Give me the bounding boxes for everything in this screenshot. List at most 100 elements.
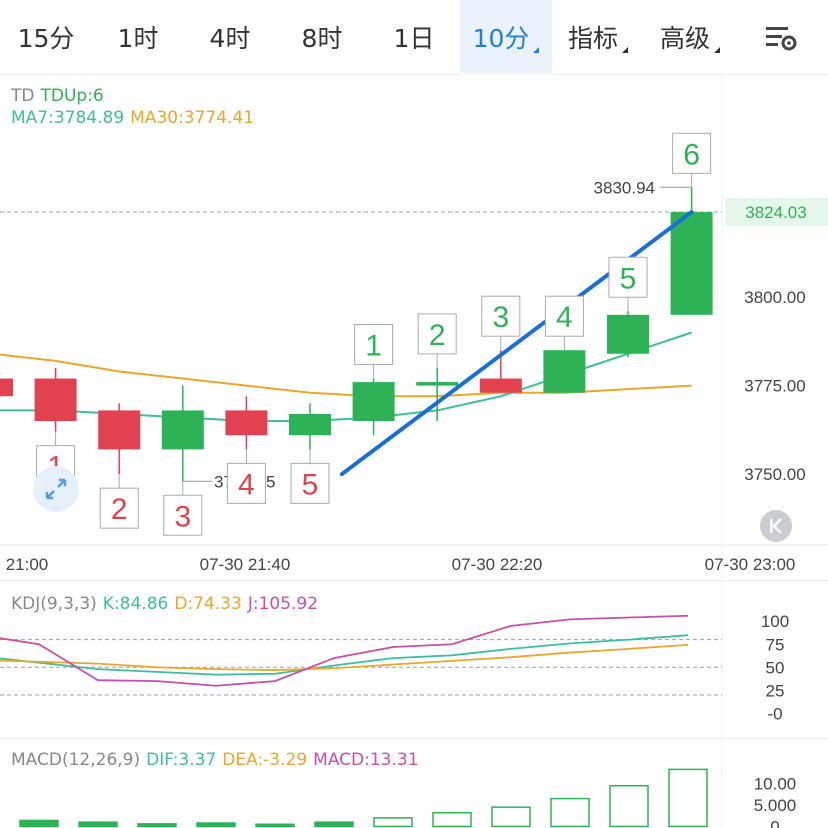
td-count-label: 3 — [492, 301, 509, 334]
tab-8hour[interactable]: 8时 — [301, 24, 343, 53]
macd-bar — [314, 821, 354, 828]
td-count-label: 6 — [683, 138, 700, 171]
y-tick-label: 3800.00 — [744, 288, 805, 307]
tab-15min[interactable]: 15分 — [17, 24, 75, 53]
td-count-label: 5 — [620, 262, 637, 295]
ma-legend: MA7:3784.89 MA30:3774.41 — [11, 108, 260, 128]
macd-bar — [255, 823, 295, 828]
macd-bar — [550, 797, 590, 828]
dropdown-triangle-icon — [622, 47, 628, 53]
y-tick-label: 3750.00 — [744, 465, 805, 484]
macd-bar — [432, 811, 472, 828]
macd-y-tick-label: 0 — [770, 817, 779, 828]
td-label-box — [99, 487, 139, 529]
candle-body — [607, 314, 649, 354]
macd-bar — [668, 768, 708, 828]
candle-body — [479, 378, 522, 393]
candle-body — [98, 410, 141, 450]
dropdown-triangle-icon — [714, 47, 720, 53]
td-label-box — [608, 256, 648, 298]
candle-body — [543, 350, 586, 393]
td-count-label: 4 — [238, 468, 255, 501]
tab-indicators[interactable]: 指标 — [552, 0, 644, 73]
kdj-legend: KDJ(9,3,3) K:84.86 D:74.33 J:105.92 — [11, 594, 324, 614]
td-label-box — [481, 295, 521, 337]
candle-body — [0, 378, 13, 397]
candle-body — [225, 410, 268, 436]
current-price-label: 3824.03 — [745, 203, 806, 222]
macd-name: MACD(12,26,9) — [11, 750, 141, 770]
macd-legend: MACD(12,26,9) DIF:3.37 DEA:-3.29 MACD:13.31 — [11, 750, 425, 770]
td-up-value: TDUp:6 — [40, 86, 104, 106]
td-count-label: 5 — [302, 468, 319, 501]
kdj-name: KDJ(9,3,3) — [11, 594, 97, 614]
kdj-y-tick-label: 50 — [766, 658, 785, 677]
interval-tab-bar: 15分 1时 4时 8时 1日 10分 指标 高级 — [0, 0, 828, 75]
td-label-box — [544, 295, 584, 337]
x-tick-label: 07-30 21:40 — [200, 555, 291, 574]
kdj-y-tick-label: 100 — [761, 612, 789, 631]
td-indicator-name: TD — [11, 86, 35, 106]
pane-divider — [0, 580, 828, 581]
macd-bar — [78, 821, 118, 828]
dropdown-triangle-icon — [533, 47, 540, 53]
kdj-y-tick-label: 25 — [766, 681, 785, 700]
macd-bar — [137, 823, 177, 828]
ma30-value: MA30:3774.41 — [130, 108, 255, 128]
td-label-box — [417, 313, 457, 355]
kdj-j-line — [0, 614, 689, 687]
td-label-box — [354, 324, 394, 366]
macd-hist-value: MACD:13.31 — [313, 750, 419, 770]
candle-body — [34, 378, 77, 422]
ma7-value: MA7:3784.89 — [11, 108, 125, 128]
tab-1hour[interactable]: 1时 — [117, 24, 159, 53]
kdj-j-value: J:105.92 — [247, 594, 319, 614]
td-count-label: 2 — [429, 319, 446, 352]
tab-4hour[interactable]: 4时 — [209, 24, 251, 53]
y-tick-label: 3775.00 — [744, 377, 805, 396]
x-tick-label: 07-30 23:00 — [705, 555, 796, 574]
kdj-d-line — [0, 643, 689, 671]
macd-dif-value: DIF:3.37 — [146, 750, 217, 770]
current-price-badge — [726, 197, 828, 226]
macd-dea-value: DEA:-3.29 — [222, 750, 308, 770]
pane-divider — [0, 738, 828, 739]
candle-body — [289, 413, 331, 436]
high-price-label: 3830.94 — [594, 178, 655, 197]
kdj-k-value: K:84.86 — [102, 594, 169, 614]
kdj-k-line — [0, 634, 689, 676]
ma30-line — [0, 353, 692, 398]
td-label-box — [226, 462, 266, 504]
td-count-label: 4 — [556, 301, 573, 334]
candle-body — [161, 410, 204, 450]
tab-10min[interactable]: 10分 — [460, 0, 552, 73]
td-legend: TD TDUp:6 — [11, 86, 110, 106]
macd-bar — [491, 806, 531, 828]
trend-line — [339, 210, 694, 477]
candle-body — [416, 382, 459, 386]
macd-bar — [19, 819, 59, 828]
macd-bar — [196, 822, 236, 828]
tab-1day[interactable]: 1日 — [393, 24, 435, 53]
kdj-y-tick-label: 75 — [766, 635, 785, 654]
ma7-line — [0, 331, 692, 423]
macd-bar — [609, 784, 649, 828]
kdj-d-value: D:74.33 — [174, 594, 242, 614]
td-label-box — [672, 132, 712, 174]
candle-body — [352, 382, 395, 422]
x-tick-label: 21:00 — [6, 555, 49, 574]
candle-body — [670, 212, 713, 315]
macd-y-tick-label: 10.00 — [754, 775, 797, 794]
expand-arrows-icon[interactable] — [33, 466, 79, 512]
macd-bar — [373, 817, 413, 828]
td-label-box — [290, 462, 330, 504]
chart-settings-icon[interactable] — [765, 24, 799, 52]
collapse-left-icon[interactable] — [760, 510, 792, 542]
kdj-y-tick-label: -0 — [767, 704, 782, 723]
tab-advanced[interactable]: 高级 — [644, 0, 736, 73]
td-count-label: 3 — [174, 500, 191, 533]
td-count-label: 1 — [365, 330, 382, 363]
td-count-label: 2 — [111, 493, 128, 526]
td-label-box — [163, 494, 203, 536]
